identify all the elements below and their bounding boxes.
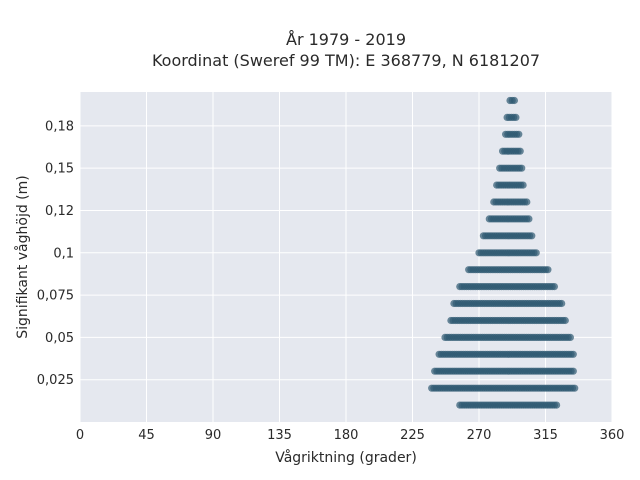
data-point — [569, 367, 577, 375]
point-row — [502, 130, 523, 138]
point-row — [499, 147, 524, 155]
data-point — [528, 232, 536, 240]
point-row — [435, 350, 577, 358]
data-points — [428, 96, 579, 409]
point-row — [485, 215, 533, 223]
data-point — [518, 164, 526, 172]
data-point — [525, 215, 533, 223]
point-row — [479, 232, 536, 240]
x-tick-label: 135 — [267, 428, 292, 443]
y-tick-label: 0,025 — [37, 373, 74, 388]
point-row — [493, 181, 527, 189]
y-tick-label: 0,05 — [45, 331, 74, 346]
point-row — [496, 164, 526, 172]
x-tick-labels: 0 45 90 135 180 225 270 315 360 — [76, 428, 625, 443]
point-row — [475, 249, 540, 257]
data-point — [569, 350, 577, 358]
y-tick-label: 0,1 — [53, 246, 74, 261]
point-row — [456, 401, 561, 409]
chart-subtitle: Koordinat (Sweref 99 TM): E 368779, N 61… — [152, 51, 540, 70]
y-tick-label: 0,18 — [45, 119, 74, 134]
data-point — [571, 384, 579, 392]
data-point — [553, 401, 561, 409]
x-tick-label: 45 — [138, 428, 155, 443]
data-point — [523, 198, 531, 206]
point-row — [465, 266, 552, 274]
data-point — [544, 266, 552, 274]
y-axis-label: Signifikant våghöjd (m) — [14, 175, 31, 338]
point-row — [450, 299, 566, 308]
chart-title: År 1979 - 2019 — [286, 30, 406, 49]
data-point — [510, 96, 518, 105]
x-axis-label: Vågriktning (grader) — [275, 449, 417, 466]
data-point — [519, 181, 527, 189]
point-row — [456, 283, 559, 291]
point-row — [503, 113, 520, 121]
x-tick-label: 0 — [76, 428, 84, 443]
x-tick-label: 90 — [205, 428, 222, 443]
point-row — [447, 316, 569, 325]
data-point — [561, 316, 569, 325]
data-point — [512, 113, 520, 121]
y-tick-labels: 0,025 0,05 0,075 0,1 0,12 0,15 0,18 — [37, 119, 74, 388]
data-point — [566, 333, 575, 341]
point-row — [428, 384, 579, 392]
x-tick-label: 225 — [400, 428, 425, 443]
data-point — [550, 283, 559, 291]
data-point — [516, 147, 524, 155]
data-point — [515, 130, 523, 138]
data-point — [532, 249, 540, 257]
x-tick-label: 315 — [533, 428, 558, 443]
point-row — [506, 96, 518, 105]
point-row — [490, 198, 531, 206]
x-tick-label: 180 — [334, 428, 359, 443]
x-tick-label: 270 — [467, 428, 492, 443]
point-row — [431, 367, 577, 375]
point-row — [441, 333, 575, 341]
y-tick-label: 0,075 — [37, 289, 74, 304]
data-point — [558, 299, 566, 308]
y-tick-label: 0,12 — [45, 204, 74, 219]
y-tick-label: 0,15 — [45, 162, 74, 177]
x-tick-label: 360 — [600, 428, 625, 443]
